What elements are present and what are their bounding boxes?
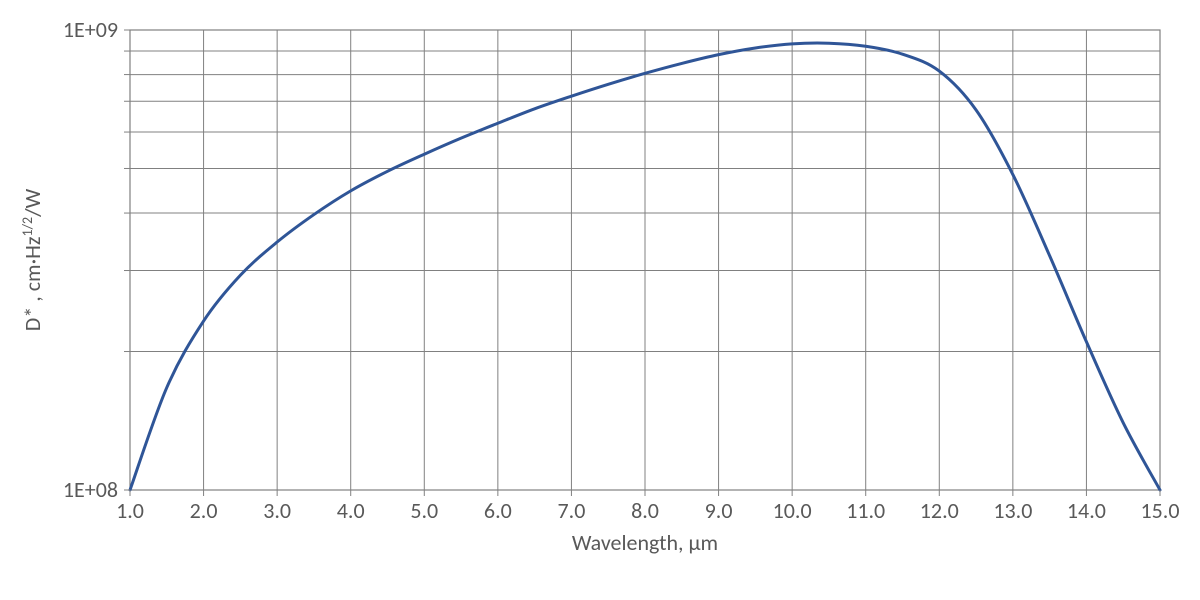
x-tick-label: 3.0 (263, 497, 291, 524)
detectivity-chart: 1.0 2.0 3.0 4.0 5.0 6.0 7.0 8.0 9.0 10.0 11.0 12.0 1… (0, 0, 1200, 600)
x-tick-label: 2.0 (190, 497, 218, 524)
y-axis-label: D* , cm·Hz1/2/W (19, 188, 47, 331)
x-axis-label: Wavelength, µm (572, 529, 718, 556)
x-tick-label: 4.0 (337, 497, 365, 524)
x-tick-label: 1.0 (116, 497, 144, 524)
y-tick-label: 1E+09 (63, 16, 118, 43)
x-tick-label: 7.0 (557, 497, 585, 524)
x-tick-label: 9.0 (705, 497, 733, 524)
x-tick-label: 13.0 (993, 497, 1032, 524)
x-tick-label: 12.0 (920, 497, 959, 524)
x-tick-label: 14.0 (1067, 497, 1106, 524)
x-tick-label: 5.0 (410, 497, 438, 524)
chart-container: 1.0 2.0 3.0 4.0 5.0 6.0 7.0 8.0 9.0 10.0 11.0 12.0 1… (0, 0, 1200, 600)
x-tick-label: 15.0 (1140, 497, 1179, 524)
y-tick-label: 1E+08 (63, 476, 118, 503)
x-tick-label: 6.0 (484, 497, 512, 524)
x-tick-label: 10.0 (773, 497, 812, 524)
x-tick-label: 8.0 (631, 497, 659, 524)
x-tick-label: 11.0 (846, 497, 885, 524)
